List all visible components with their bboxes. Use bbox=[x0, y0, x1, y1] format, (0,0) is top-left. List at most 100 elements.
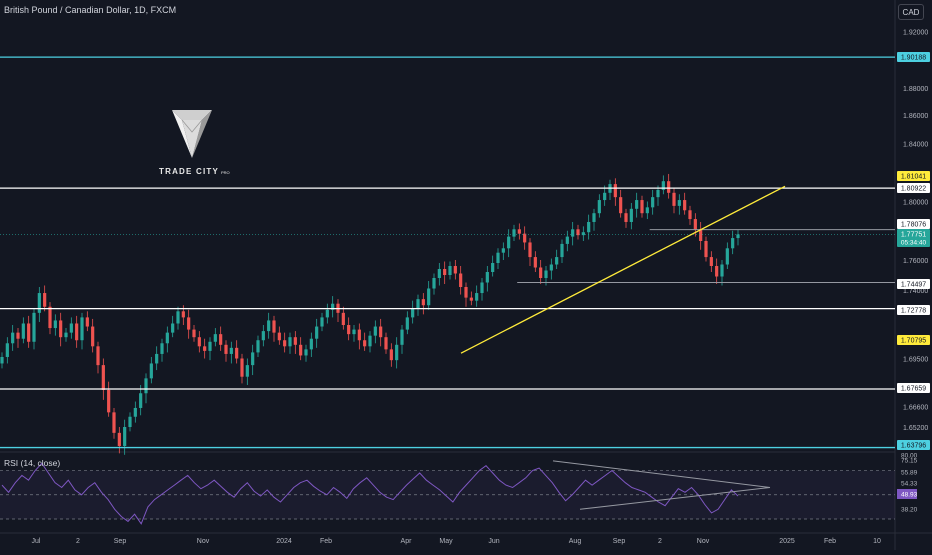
candle-body bbox=[688, 210, 692, 220]
candle-body bbox=[320, 317, 324, 327]
price-badge bbox=[897, 335, 930, 345]
candle-body bbox=[384, 337, 388, 350]
candle-body bbox=[181, 311, 185, 318]
price-badge-label: 1.77751 bbox=[901, 232, 926, 239]
candle-body bbox=[597, 200, 601, 214]
candle-body bbox=[437, 269, 441, 278]
time-tick-label: 2 bbox=[76, 538, 80, 545]
candle-body bbox=[21, 323, 25, 339]
candle-body bbox=[219, 334, 223, 345]
candle-body bbox=[555, 257, 559, 265]
candle-body bbox=[283, 340, 287, 347]
time-tick-label: Sep bbox=[114, 538, 127, 545]
candle-body bbox=[677, 200, 681, 206]
candle-body bbox=[565, 236, 569, 244]
candle-body bbox=[363, 340, 367, 347]
candle-body bbox=[603, 192, 607, 201]
candle-body bbox=[251, 352, 255, 366]
candle-body bbox=[85, 317, 89, 327]
rsi-axis-label: 75.15 bbox=[901, 458, 918, 465]
candle-body bbox=[341, 312, 345, 326]
price-badge bbox=[897, 52, 930, 62]
currency-button[interactable]: CAD bbox=[898, 4, 924, 20]
trendline bbox=[460, 185, 786, 354]
time-tick-label: 2024 bbox=[276, 538, 292, 545]
candle-body bbox=[720, 264, 724, 277]
candle-body bbox=[208, 341, 212, 351]
candle-body bbox=[267, 320, 271, 332]
candle-body bbox=[299, 344, 303, 356]
candle-body bbox=[581, 232, 585, 236]
candle-body bbox=[587, 221, 591, 233]
candle-body bbox=[571, 229, 575, 237]
candle-body bbox=[139, 393, 143, 408]
candle-body bbox=[37, 293, 41, 313]
candle-body bbox=[261, 331, 265, 341]
price-tick-label: 1.84000 bbox=[903, 142, 928, 149]
candle-body bbox=[619, 197, 623, 214]
candle-body bbox=[731, 238, 735, 249]
candle-body bbox=[395, 344, 399, 361]
candle-body bbox=[149, 363, 153, 379]
candle-body bbox=[16, 332, 20, 339]
rsi-axis-label: 38.20 bbox=[901, 507, 918, 514]
candle-body bbox=[549, 264, 553, 271]
rsi-support-line bbox=[579, 487, 771, 510]
rsi-resistance-line bbox=[552, 460, 771, 488]
candle-body bbox=[288, 337, 292, 347]
rsi-title: RSI (14, close) bbox=[4, 458, 61, 468]
price-tick-label: 1.92000 bbox=[903, 30, 928, 37]
candle-body bbox=[539, 267, 543, 278]
candle-body bbox=[635, 200, 639, 209]
candle-body bbox=[459, 273, 463, 287]
candle-body bbox=[347, 325, 351, 335]
candle-body bbox=[75, 323, 79, 341]
candle-body bbox=[43, 293, 47, 307]
price-tick-label: 1.80000 bbox=[903, 200, 928, 207]
candle-body bbox=[11, 332, 15, 344]
candle-body bbox=[117, 432, 121, 447]
price-badge bbox=[897, 383, 930, 393]
candle-body bbox=[453, 266, 457, 274]
candle-body bbox=[411, 308, 415, 318]
candle-body bbox=[448, 266, 452, 275]
candle-body bbox=[683, 200, 687, 211]
candle-body bbox=[192, 329, 196, 338]
candle-body bbox=[475, 293, 479, 301]
candle-body bbox=[165, 332, 169, 344]
price-badge-label: 1.80922 bbox=[901, 186, 926, 193]
price-tick-label: 1.66600 bbox=[903, 405, 928, 412]
candle-body bbox=[715, 266, 719, 277]
candle-body bbox=[133, 407, 137, 417]
price-badge bbox=[897, 279, 930, 289]
time-tick-label: Jul bbox=[32, 538, 41, 545]
rsi-axis-label: 54.33 bbox=[901, 481, 918, 488]
price-tick-label: 1.74000 bbox=[903, 288, 928, 295]
price-badge bbox=[897, 219, 930, 229]
candle-body bbox=[704, 240, 708, 258]
candle-body bbox=[576, 229, 580, 236]
candle-body bbox=[315, 326, 319, 339]
price-tick-label: 1.69500 bbox=[903, 357, 928, 364]
candle-body bbox=[592, 213, 596, 222]
candle-body bbox=[501, 248, 505, 253]
candle-body bbox=[400, 329, 404, 345]
candle-body bbox=[624, 213, 628, 222]
symbol-title: British Pound / Canadian Dollar, 1D, FXC… bbox=[4, 5, 177, 15]
time-tick-label: 2025 bbox=[779, 538, 795, 545]
candle-body bbox=[613, 184, 617, 198]
candle-body bbox=[357, 329, 361, 341]
rsi-axis-label: 48.93 bbox=[901, 492, 918, 499]
logo-text: TRADE CITY PRO bbox=[159, 167, 230, 176]
candle-body bbox=[277, 332, 281, 341]
candle-body bbox=[5, 343, 9, 357]
candle-body bbox=[661, 181, 665, 190]
candle-body bbox=[517, 229, 521, 234]
time-tick-label: 2 bbox=[658, 538, 662, 545]
candle-body bbox=[432, 278, 436, 289]
time-tick-label: Jun bbox=[488, 538, 499, 545]
candle-body bbox=[725, 248, 729, 265]
